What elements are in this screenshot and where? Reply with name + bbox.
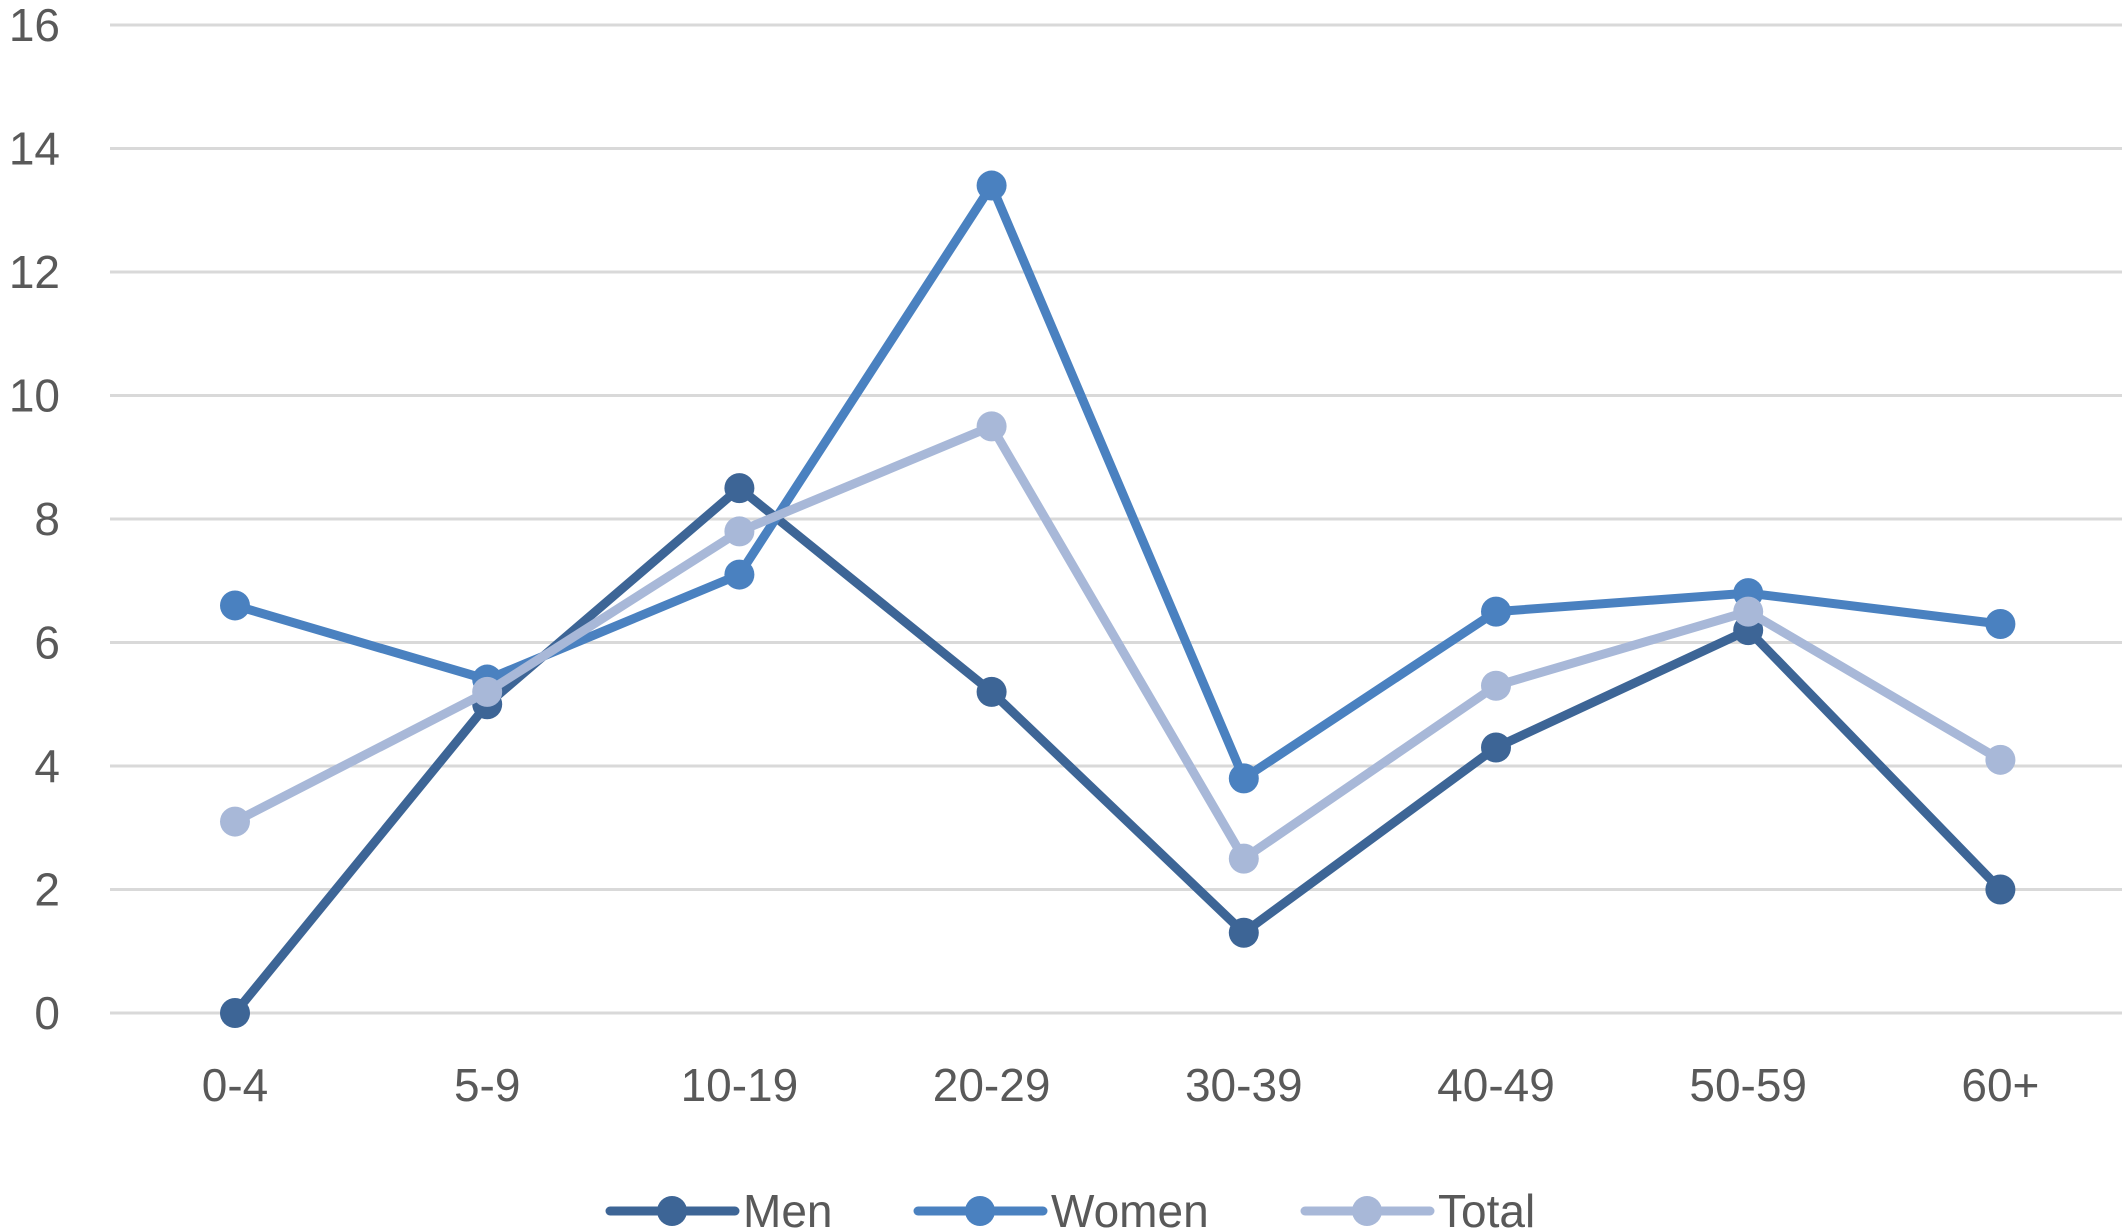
series-line-total [230, 421, 2005, 864]
data-point-men [220, 998, 250, 1028]
data-point-total [724, 516, 755, 547]
x-tick-label: 0-4 [202, 1059, 268, 1111]
y-tick-label: 16 [9, 0, 60, 51]
data-point-men [1481, 732, 1511, 763]
y-tick-label: 6 [34, 617, 60, 669]
legend-item-women: Women [913, 1185, 1209, 1231]
legend-item-men: Men [605, 1185, 832, 1231]
data-point-total [1985, 744, 2016, 775]
data-point-women [220, 590, 250, 621]
legend-label-total: Total [1438, 1185, 1535, 1231]
x-tick-label: 30-39 [1185, 1059, 1303, 1111]
data-point-women [724, 559, 755, 590]
series-line-men [230, 483, 2005, 1018]
legend-label-women: Women [1051, 1185, 1209, 1231]
data-point-women [1481, 596, 1511, 627]
x-tick-label: 20-29 [933, 1059, 1051, 1111]
y-tick-label: 0 [34, 987, 60, 1039]
y-tick-label: 10 [9, 370, 60, 422]
y-axis-ticks: 0 2 4 6 8 10 12 14 16 [9, 0, 60, 1039]
data-point-total [1481, 670, 1511, 701]
data-point-total [472, 676, 503, 707]
x-tick-label: 40-49 [1437, 1059, 1555, 1111]
data-point-women [976, 170, 1007, 201]
x-tick-label: 50-59 [1689, 1059, 1807, 1111]
x-tick-label: 5-9 [454, 1059, 520, 1111]
series-men [220, 473, 2016, 1028]
legend-item-total: Total [1300, 1185, 1535, 1231]
data-point-men [1985, 874, 2016, 905]
legend-marker-women [965, 1196, 995, 1226]
legend-marker-men [657, 1196, 687, 1226]
data-point-men [724, 473, 755, 504]
data-point-men [1228, 917, 1259, 948]
gridlines [110, 23, 2122, 1015]
data-point-total [1228, 843, 1259, 874]
y-tick-label: 8 [34, 493, 60, 545]
x-tick-label: 10-19 [681, 1059, 799, 1111]
legend: Men Women Total [605, 1185, 1535, 1231]
data-point-women [1228, 763, 1259, 794]
legend-label-men: Men [743, 1185, 832, 1231]
x-tick-label: 60+ [1961, 1059, 2039, 1111]
x-axis-ticks: 0-4 5-9 10-19 20-29 30-39 40-49 50-59 60+ [202, 1059, 2040, 1111]
series-total [220, 411, 2016, 874]
series-lines [220, 170, 2016, 1028]
data-point-total [220, 806, 250, 837]
data-point-men [976, 676, 1007, 707]
y-tick-label: 12 [9, 246, 60, 298]
data-point-total [1733, 596, 1764, 627]
legend-marker-total [1352, 1196, 1382, 1226]
y-tick-label: 4 [34, 740, 60, 792]
data-point-total [976, 411, 1007, 442]
y-tick-label: 14 [9, 123, 60, 175]
data-point-women [1985, 608, 2016, 639]
y-tick-label: 2 [34, 864, 60, 916]
